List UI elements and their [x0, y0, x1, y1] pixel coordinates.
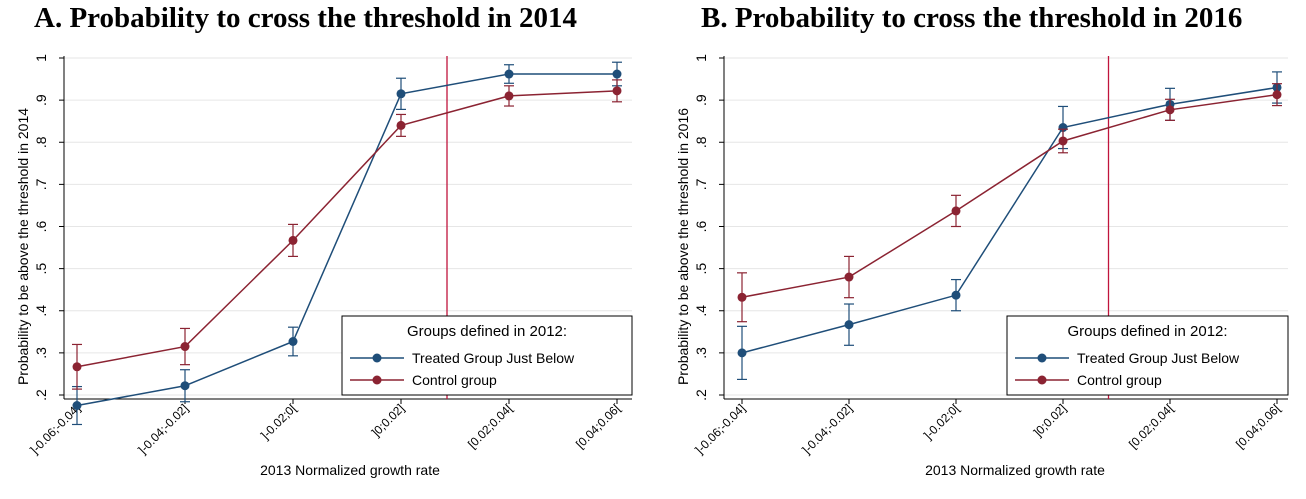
x-tick-label: [0.04;0.06[: [573, 401, 623, 451]
control-line: [741, 93, 1278, 299]
legend-treated-label: Treated Group Just Below: [1077, 350, 1240, 366]
y-tick-label: 1: [693, 54, 709, 62]
control-point: [1272, 90, 1282, 100]
treated-point: [396, 89, 406, 99]
y-axis-label: Probability to be above the threshold in…: [675, 108, 691, 385]
y-tick-label: .7: [33, 178, 49, 190]
panel-b-title: B. Probability to cross the threshold in…: [701, 2, 1243, 34]
y-tick-label: .2: [33, 389, 49, 401]
legend-control-marker: [372, 375, 382, 385]
y-tick-label: .3: [33, 347, 49, 359]
y-tick-label: .2: [693, 389, 709, 401]
control-point: [180, 342, 190, 352]
y-tick-label: .4: [693, 305, 709, 317]
control-point: [396, 120, 406, 130]
x-tick-label: ]-0.06;-0.04]: [692, 401, 748, 457]
legend-control-label: Control group: [412, 372, 497, 388]
treated-line: [741, 86, 1278, 354]
panel-a-title: A. Probability to cross the threshold in…: [34, 2, 577, 34]
x-tick-label: ]-0.04;-0.02]: [135, 401, 191, 457]
control-point: [612, 86, 622, 96]
y-tick-label: 1: [33, 54, 49, 62]
control-point: [737, 292, 747, 302]
treated-point: [844, 320, 854, 330]
treated-point: [180, 381, 190, 391]
control-point: [1165, 105, 1175, 115]
treated-point: [737, 348, 747, 358]
chart-a: .2 .3 .4 .5 .6 .7 .8 .9 1 Probability to be above…: [15, 54, 633, 478]
y-tick-label: .8: [33, 136, 49, 148]
control-point: [844, 272, 854, 282]
y-tick-label: .3: [693, 347, 709, 359]
control-point: [1058, 136, 1068, 146]
x-tick-label: ]-0.04;-0.02]: [799, 401, 855, 457]
y-tick-label: .6: [693, 220, 709, 232]
legend-control-marker: [1037, 375, 1047, 385]
x-tick-label: [0.02;0.04[: [1126, 401, 1176, 451]
legend-treated-label: Treated Group Just Below: [412, 350, 575, 366]
control-point: [504, 91, 514, 101]
x-tick-label: [0.02;0.04[: [465, 401, 515, 451]
treated-line: [76, 73, 617, 407]
treated-point: [612, 69, 622, 79]
legend-treated-marker: [372, 353, 382, 363]
treated-point: [504, 69, 514, 79]
x-tick-label: ]-0.02;0[: [921, 401, 963, 443]
x-tick-label: ]-0.06;-0.04]: [27, 401, 83, 457]
legend-box: [1006, 315, 1289, 396]
x-tick-label: ]-0.02;0[: [258, 401, 300, 443]
legend-control-label: Control group: [1077, 372, 1162, 388]
x-tick-label: ]0;0.02]: [369, 401, 407, 439]
control-point: [72, 362, 82, 372]
y-tick-label: .7: [693, 178, 709, 190]
y-tick-label: .9: [693, 94, 709, 106]
treated-point: [951, 290, 961, 300]
control-point: [951, 206, 961, 216]
legend-title: Groups defined in 2012:: [407, 323, 567, 340]
treated-point: [72, 401, 82, 411]
y-tick-label: .5: [693, 263, 709, 275]
x-axis-label: 2013 Normalized growth rate: [260, 462, 440, 478]
y-tick-label: .6: [33, 220, 49, 232]
y-tick-label: .9: [33, 94, 49, 106]
chart-b: .2 .3 .4 .5 .6 .7 .8 .9 1 Probability to be above…: [675, 54, 1289, 478]
y-tick-label: .5: [33, 263, 49, 275]
legend-box: [341, 315, 633, 396]
y-axis-label: Probability to be above the threshold in…: [15, 108, 31, 385]
y-tick-label: .4: [33, 305, 49, 317]
control-point: [288, 235, 298, 245]
treated-point: [288, 337, 298, 347]
legend-title: Groups defined in 2012:: [1067, 323, 1227, 340]
x-tick-label: ]0;0.02]: [1031, 401, 1069, 439]
x-axis-label: 2013 Normalized growth rate: [925, 462, 1105, 478]
x-tick-label: [0.04;0.06[: [1233, 401, 1283, 451]
control-line: [76, 90, 618, 368]
legend-treated-marker: [1037, 353, 1047, 363]
y-tick-label: .8: [693, 136, 709, 148]
